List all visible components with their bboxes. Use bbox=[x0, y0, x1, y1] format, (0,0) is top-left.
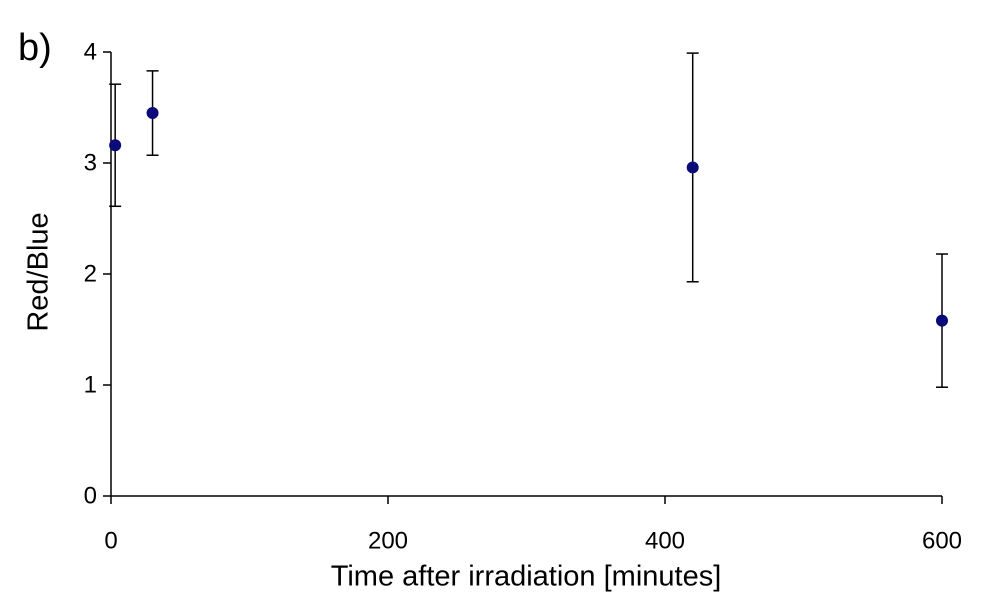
x-axis-label: Time after irradiation [minutes] bbox=[331, 561, 722, 593]
y-tick-label: 2 bbox=[84, 260, 97, 287]
y-axis-label: Red/Blue bbox=[23, 212, 55, 331]
point bbox=[686, 161, 699, 174]
x-tick-label: 200 bbox=[368, 527, 408, 554]
point bbox=[146, 107, 159, 120]
x-tick-label: 600 bbox=[922, 527, 962, 554]
y-tick-label: 3 bbox=[84, 149, 97, 176]
point bbox=[936, 314, 948, 327]
x-tick-label: 0 bbox=[104, 527, 117, 554]
panel-label: b) bbox=[18, 27, 52, 69]
x-tick-label: 400 bbox=[645, 527, 685, 554]
y-tick-label: 1 bbox=[84, 371, 97, 398]
y-tick-label: 4 bbox=[84, 38, 97, 65]
y-tick-label: 0 bbox=[84, 482, 97, 509]
point bbox=[109, 139, 122, 152]
